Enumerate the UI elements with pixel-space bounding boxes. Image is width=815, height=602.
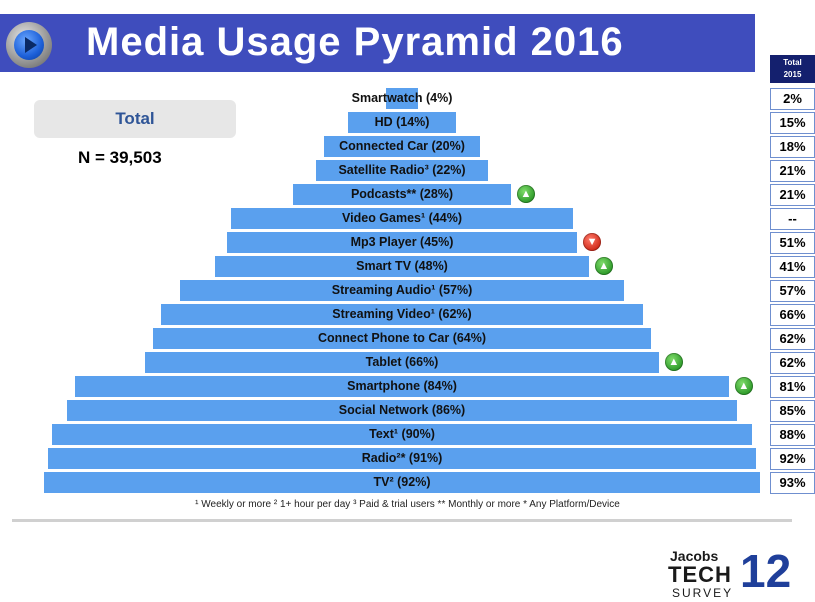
bar-label: Connected Car (20%)	[339, 139, 465, 153]
pyramid-bar	[230, 208, 574, 229]
pyramid-bar	[145, 352, 659, 373]
bar-label: Podcasts** (28%)	[350, 187, 454, 201]
comparison-cell: 21%	[770, 160, 815, 182]
comparison-cell: 41%	[770, 256, 815, 278]
comparison-cell: 57%	[770, 280, 815, 302]
pyramid-bar	[47, 448, 757, 469]
comparison-cell: 51%	[770, 232, 815, 254]
footer-divider	[12, 519, 792, 522]
comparison-cell: 15%	[770, 112, 815, 134]
bar-label: Radio²* (91%)	[361, 451, 443, 465]
brand-number: 12	[740, 545, 792, 597]
comparison-cell: 88%	[770, 424, 815, 446]
bar-label: Tablet (66%)	[365, 355, 439, 369]
pyramid-bar	[44, 472, 760, 493]
pyramid-bar	[347, 112, 457, 133]
pyramid-bar	[75, 376, 729, 397]
comparison-header-text: Total 2015	[783, 58, 802, 79]
comparison-header-line: Total	[783, 58, 802, 67]
comparison-cell: 21%	[770, 184, 815, 206]
comparison-header-line: 2015	[783, 70, 802, 79]
thumbs-down-icon: ▼	[583, 233, 602, 251]
bar-label: Smartphone (84%)	[347, 379, 457, 393]
bar-label: Smart TV (48%)	[356, 259, 448, 273]
pyramid-bar	[160, 304, 644, 325]
comparison-cell: 62%	[770, 328, 815, 350]
pyramid-bar	[180, 280, 624, 301]
bar-label: Connect Phone to Car (64%)	[317, 331, 487, 345]
bar-label: Text¹ (90%)	[369, 427, 435, 441]
bar-label: HD (14%)	[374, 115, 430, 129]
thumbs-up-icon: ▲	[516, 185, 535, 203]
comparison-cell: 85%	[770, 400, 815, 422]
brand-line-2: TECH	[668, 562, 732, 587]
bar-label: Streaming Audio¹ (57%)	[331, 283, 473, 297]
comparison-cell: 92%	[770, 448, 815, 470]
comparison-cell: 66%	[770, 304, 815, 326]
thumbs-up-icon: ▲	[734, 377, 753, 395]
pyramid-bar	[316, 160, 488, 181]
thumbs-up-icon: ▲	[664, 353, 683, 371]
comparison-cell: 62%	[770, 352, 815, 374]
comparison-cell: 81%	[770, 376, 815, 398]
bar-label: Smartwatch (4%)	[351, 91, 453, 105]
pyramid-bar	[215, 256, 589, 277]
pyramid-bar	[67, 400, 737, 421]
brand-line-3: SURVEY	[672, 586, 734, 600]
play-logo-icon	[6, 22, 52, 68]
total-button[interactable]: Total	[34, 100, 236, 138]
comparison-cell: 18%	[770, 136, 815, 158]
pyramid-bar	[324, 136, 480, 157]
thumbs-up-icon: ▲	[594, 257, 613, 275]
pyramid-bar	[226, 232, 578, 253]
title-banner: Media Usage Pyramid 2016	[0, 14, 755, 72]
comparison-cell: --	[770, 208, 815, 230]
jacobs-tech-survey-logo: Jacobs TECH SURVEY 12	[668, 548, 798, 600]
sample-size: N = 39,503	[78, 148, 162, 167]
pyramid-bar	[152, 328, 652, 349]
pyramid-bar	[386, 88, 418, 109]
bar-label: Satellite Radio³ (22%)	[338, 163, 466, 177]
pyramid-bar	[51, 424, 753, 445]
comparison-header: Total 2015	[770, 55, 815, 83]
comparison-cell: 93%	[770, 472, 815, 494]
page-title: Media Usage Pyramid 2016	[86, 20, 624, 64]
bar-label: Social Network (86%)	[338, 403, 466, 417]
bar-label: Video Games¹ (44%)	[342, 211, 462, 225]
footnote: ¹ Weekly or more ² 1+ hour per day ³ Pai…	[195, 499, 620, 510]
pyramid-bar	[293, 184, 511, 205]
bar-label: TV² (92%)	[373, 475, 431, 489]
bar-label: Streaming Video¹ (62%)	[332, 307, 472, 321]
comparison-cell: 2%	[770, 88, 815, 110]
brand-line-1: Jacobs	[670, 548, 719, 564]
bar-label: Mp3 Player (45%)	[350, 235, 454, 249]
